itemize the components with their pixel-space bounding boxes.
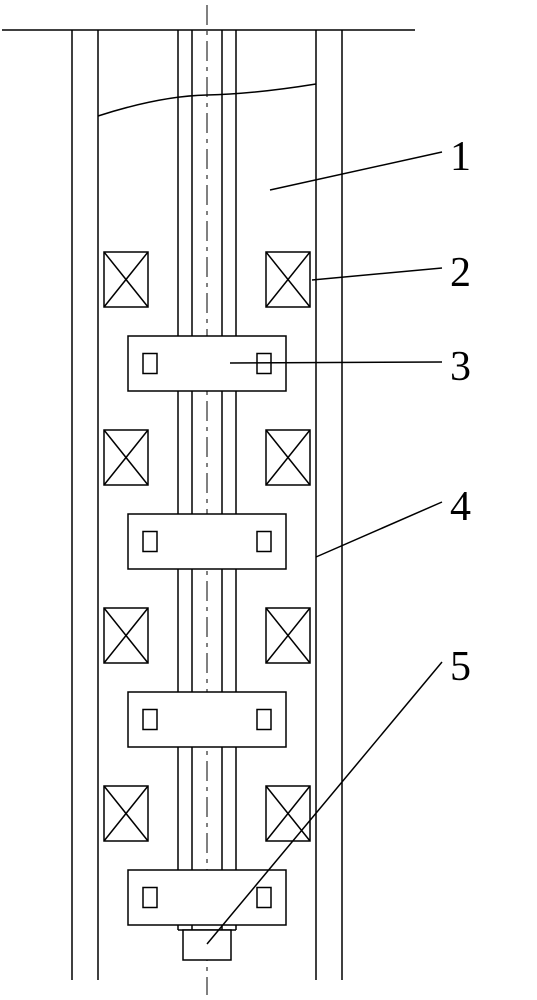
callout-label-2: 2 xyxy=(450,250,471,296)
callout-label-4: 4 xyxy=(450,484,471,530)
callout-label-1: 1 xyxy=(450,134,471,180)
callout-label-3: 3 xyxy=(450,344,471,390)
callout-label-5: 5 xyxy=(450,644,471,690)
engineering-diagram: 1 2 3 4 5 xyxy=(0,0,537,1000)
